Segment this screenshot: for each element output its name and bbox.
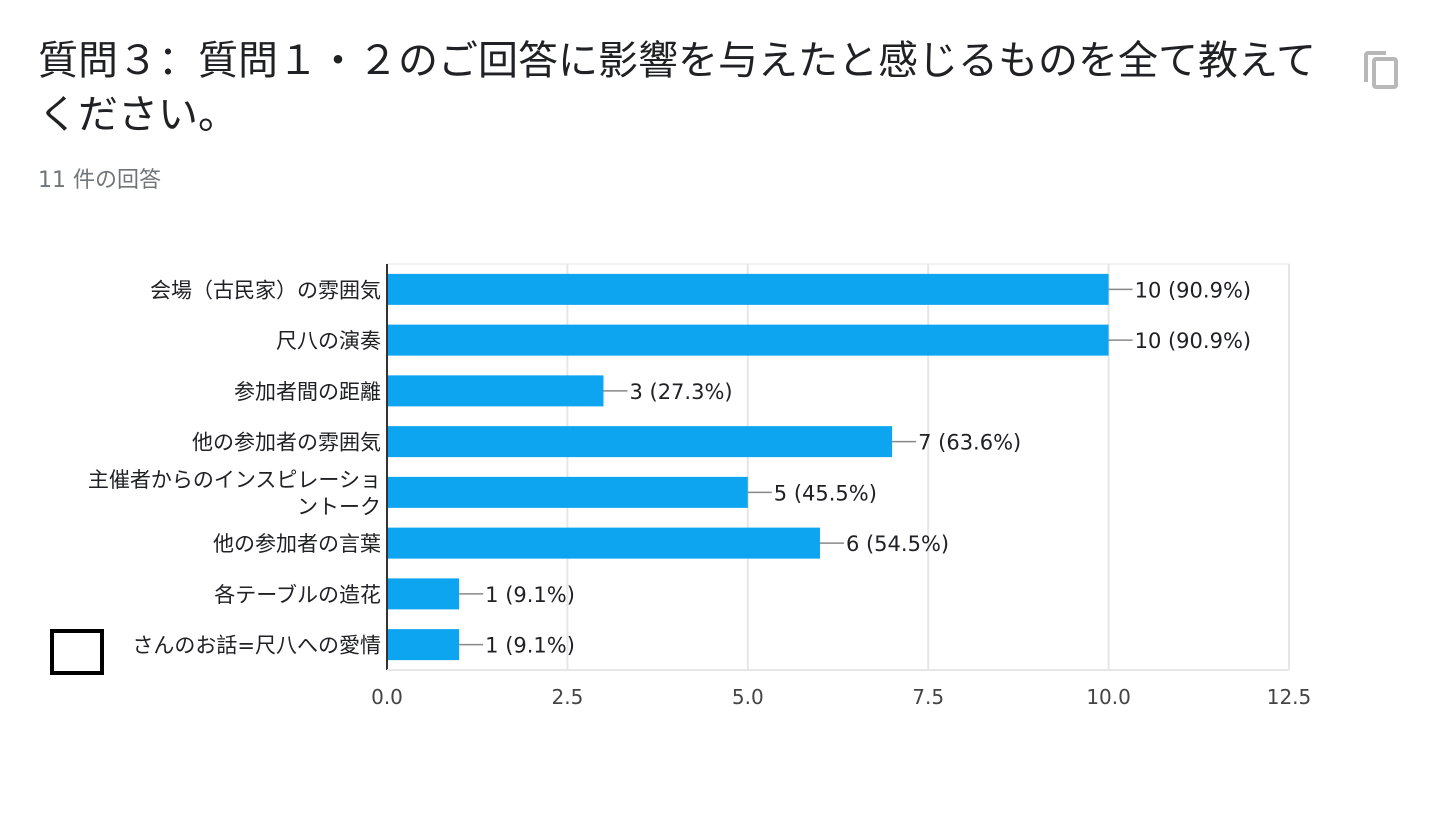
value-label: 10 (90.9%) [1135,329,1252,353]
value-label: 7 (63.6%) [918,431,1021,455]
bar [387,375,604,407]
bar [387,629,460,661]
x-tick-label: 10.0 [1086,685,1131,709]
category-label: 参加者間の距離 [234,380,381,404]
category-label: 他の参加者の雰囲気 [192,431,381,455]
category-label: 会場（古民家）の雰囲気 [150,278,381,302]
category-label: 他の参加者の言葉 [213,532,381,556]
category-label: 主催者からのインスピレーショ [88,468,381,492]
value-label: 1 (9.1%) [485,634,575,658]
x-tick-label: 7.5 [912,685,944,709]
category-label: 各テーブルの造花 [214,583,381,607]
bar [387,527,820,559]
value-label: 5 (45.5%) [774,481,877,505]
redaction-box [50,629,104,675]
x-tick-label: 0.0 [371,685,403,709]
value-label: 10 (90.9%) [1135,278,1252,302]
value-label: 3 (27.3%) [629,380,732,404]
value-label: 1 (9.1%) [485,583,575,607]
category-label: さんのお話=尺八への愛情 [132,634,381,658]
bar [387,578,460,610]
bar [387,273,1109,305]
bar [387,426,893,458]
category-label: 尺八の演奏 [276,329,381,353]
copy-icon [1364,51,1398,89]
category-label: ントーク [297,495,381,519]
x-tick-label: 12.5 [1267,685,1312,709]
bar [387,476,748,508]
response-count: 11 件の回答 [38,168,161,193]
page-title: 質問３：質問１・２のご回答に影響を与えたと感じるものを全て教えてください。 [38,38,1316,138]
x-tick-label: 5.0 [732,685,764,709]
bar [387,324,1109,356]
value-label: 6 (54.5%) [846,532,949,556]
copy-chart-button[interactable] [1352,42,1410,100]
x-tick-label: 2.5 [551,685,583,709]
